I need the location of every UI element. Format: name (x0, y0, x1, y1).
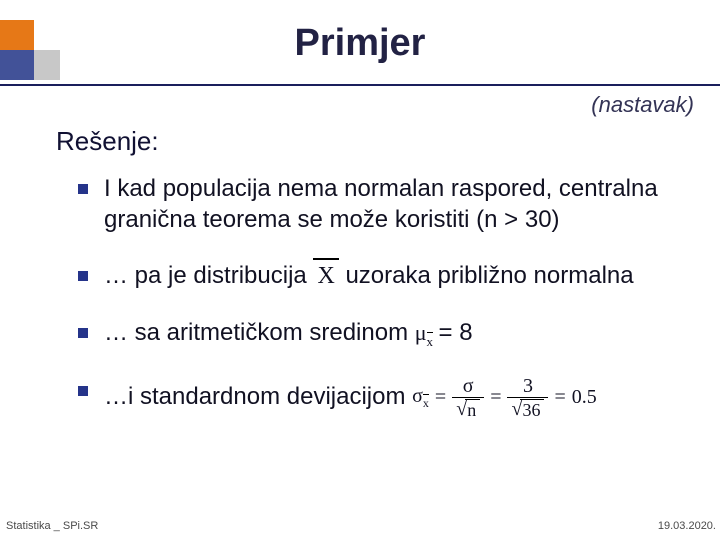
bullet-square-icon (78, 328, 88, 338)
bullet-2: … pa je distribucija X uzoraka približno… (78, 261, 668, 292)
bullet-square-icon (78, 184, 88, 194)
fraction-2: 3 √36 (507, 376, 548, 419)
frac2-den: √36 (507, 397, 548, 419)
fraction-1: σ √n (452, 376, 484, 419)
sqrt-36: √36 (511, 399, 544, 419)
bullet-list: I kad populacija nema normalan raspored,… (78, 174, 668, 419)
bullet-square-icon (78, 386, 88, 396)
bullet-4: …i standardnom devijacijom σx = σ √n = 3 (78, 376, 668, 419)
bullet-3: … sa aritmetičkom sredinom μx = 8 (78, 318, 668, 350)
mu-x-symbol: μx (415, 320, 439, 345)
bullet-square-icon (78, 271, 88, 281)
equals-3: = (554, 385, 565, 411)
equals-1: = (435, 385, 446, 411)
bullet-1: I kad populacija nema normalan raspored,… (78, 174, 668, 235)
footer-left: Statistika _ SPi.SR (6, 520, 98, 532)
sqrt-36-arg: 36 (520, 399, 544, 419)
bullet-2-pre: … pa je distribucija (104, 262, 313, 289)
deco-underline (0, 84, 720, 86)
slide-subtitle: (nastavak) (591, 92, 694, 118)
bullet-1-text: I kad populacija nema normalan raspored,… (104, 175, 658, 233)
mu-char: μ (415, 320, 427, 345)
sigma-equation: σx = σ √n = 3 √36 = 0 (412, 376, 597, 419)
frac1-den: √n (452, 397, 484, 419)
mu-sub: x (427, 334, 434, 349)
sigma-x-symbol: σx (412, 384, 429, 411)
slide-title: Primjer (0, 22, 720, 65)
footer-right: 19.03.2020. (658, 520, 716, 532)
x-bar-symbol: X (313, 261, 338, 292)
equals-2: = (490, 385, 501, 411)
sigma-sub: x (423, 396, 429, 410)
eq-result: 0.5 (572, 385, 597, 411)
bullet-2-post: uzoraka približno normalna (345, 262, 633, 289)
sigma-char: σ (412, 385, 423, 407)
section-label: Rešenje: (56, 126, 159, 157)
bullet-3-eq: = 8 (439, 319, 473, 346)
x-bar-x: X (317, 263, 334, 289)
bullet-4-pre: …i standardnom devijacijom (104, 383, 412, 410)
sqrt-n: √n (456, 399, 480, 419)
bullet-3-pre: … sa aritmetičkom sredinom (104, 319, 415, 346)
frac1-num: σ (459, 376, 478, 397)
frac2-num: 3 (519, 376, 537, 397)
sqrt-n-arg: n (465, 399, 480, 419)
